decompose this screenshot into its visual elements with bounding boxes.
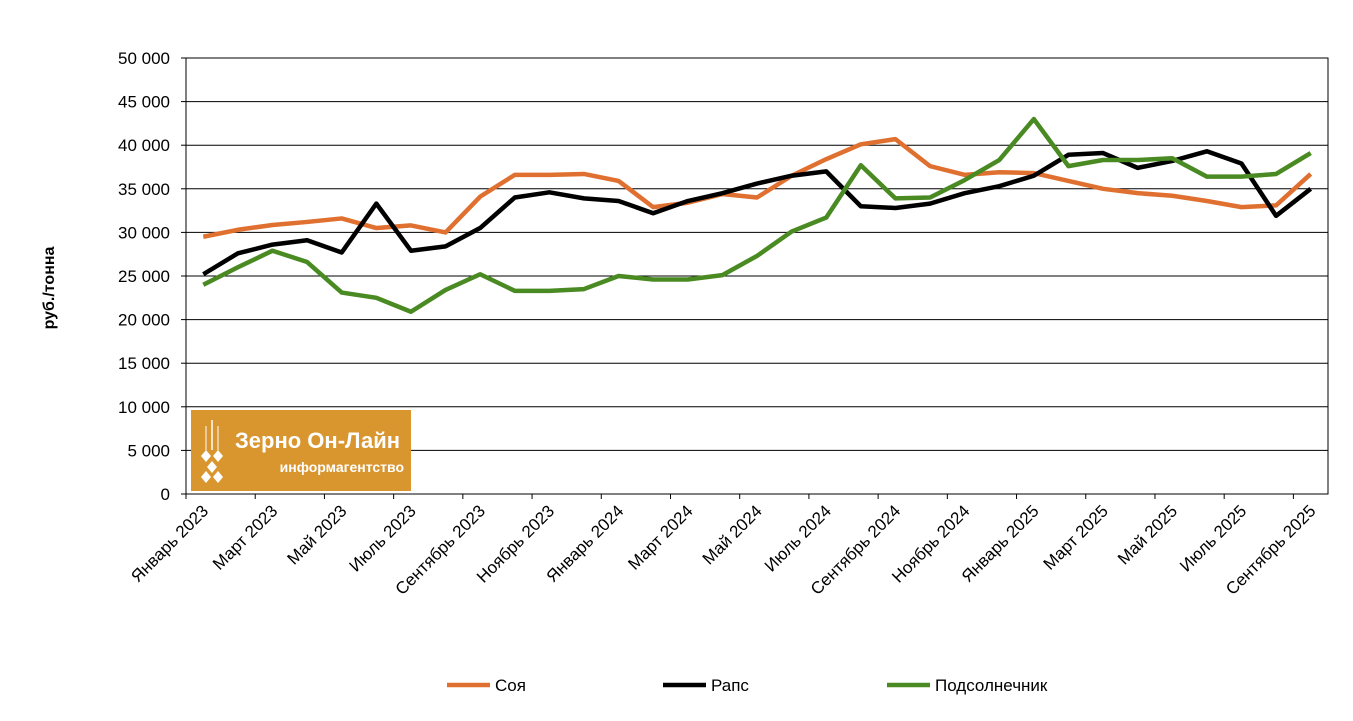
logo: Зерно Он-Лайн информагентство xyxy=(191,410,411,491)
y-tick-label: 25 000 xyxy=(118,267,170,286)
x-tick-label: Март 2025 xyxy=(1040,501,1112,573)
y-tick-label: 10 000 xyxy=(118,398,170,417)
y-tick-label: 20 000 xyxy=(118,311,170,330)
y-axis: 0 5 000 10 000 15 000 20 000 25 000 30 000 35 0… xyxy=(118,49,186,504)
x-tick-label: Июль 2024 xyxy=(761,501,835,575)
x-tick-label: Март 2023 xyxy=(209,501,281,573)
x-tick-label: Май 2024 xyxy=(699,501,766,568)
series-0 xyxy=(202,136,1313,239)
x-tick-label: Июль 2023 xyxy=(346,501,420,575)
legend: Соя Рапс Подсолнечник xyxy=(447,676,1048,695)
wheat-logo-icon xyxy=(201,420,223,483)
y-tick-label: 45 000 xyxy=(118,93,170,112)
series-2 xyxy=(202,116,1312,315)
legend-label: Рапс xyxy=(711,676,749,695)
y-tick-label: 15 000 xyxy=(118,354,170,373)
y-tick-label: 40 000 xyxy=(118,136,170,155)
series-1 xyxy=(202,149,1313,277)
y-tick-label: 30 000 xyxy=(118,223,170,242)
series-line xyxy=(202,136,1313,239)
x-tick-label: Март 2024 xyxy=(624,501,696,573)
legend-label: Соя xyxy=(495,676,526,695)
x-tick-label: Май 2023 xyxy=(283,501,350,568)
legend-label: Подсолнечник xyxy=(935,676,1048,695)
logo-subtitle: информагентство xyxy=(280,459,404,475)
y-tick-label: 0 xyxy=(161,485,170,504)
x-tick-label: Май 2025 xyxy=(1114,501,1181,568)
y-tick-label: 5 000 xyxy=(127,441,170,460)
y-axis-label: руб./тонна xyxy=(41,246,58,329)
x-tick-label: Январь 2023 xyxy=(127,501,212,586)
x-tick-label: Июль 2025 xyxy=(1176,501,1250,575)
logo-title: Зерно Он-Лайн xyxy=(235,428,400,453)
legend-item: Рапс xyxy=(663,676,749,695)
legend-item: Соя xyxy=(447,676,526,695)
legend-item: Подсолнечник xyxy=(887,676,1048,695)
y-tick-label: 50 000 xyxy=(118,49,170,68)
y-tick-label: 35 000 xyxy=(118,180,170,199)
